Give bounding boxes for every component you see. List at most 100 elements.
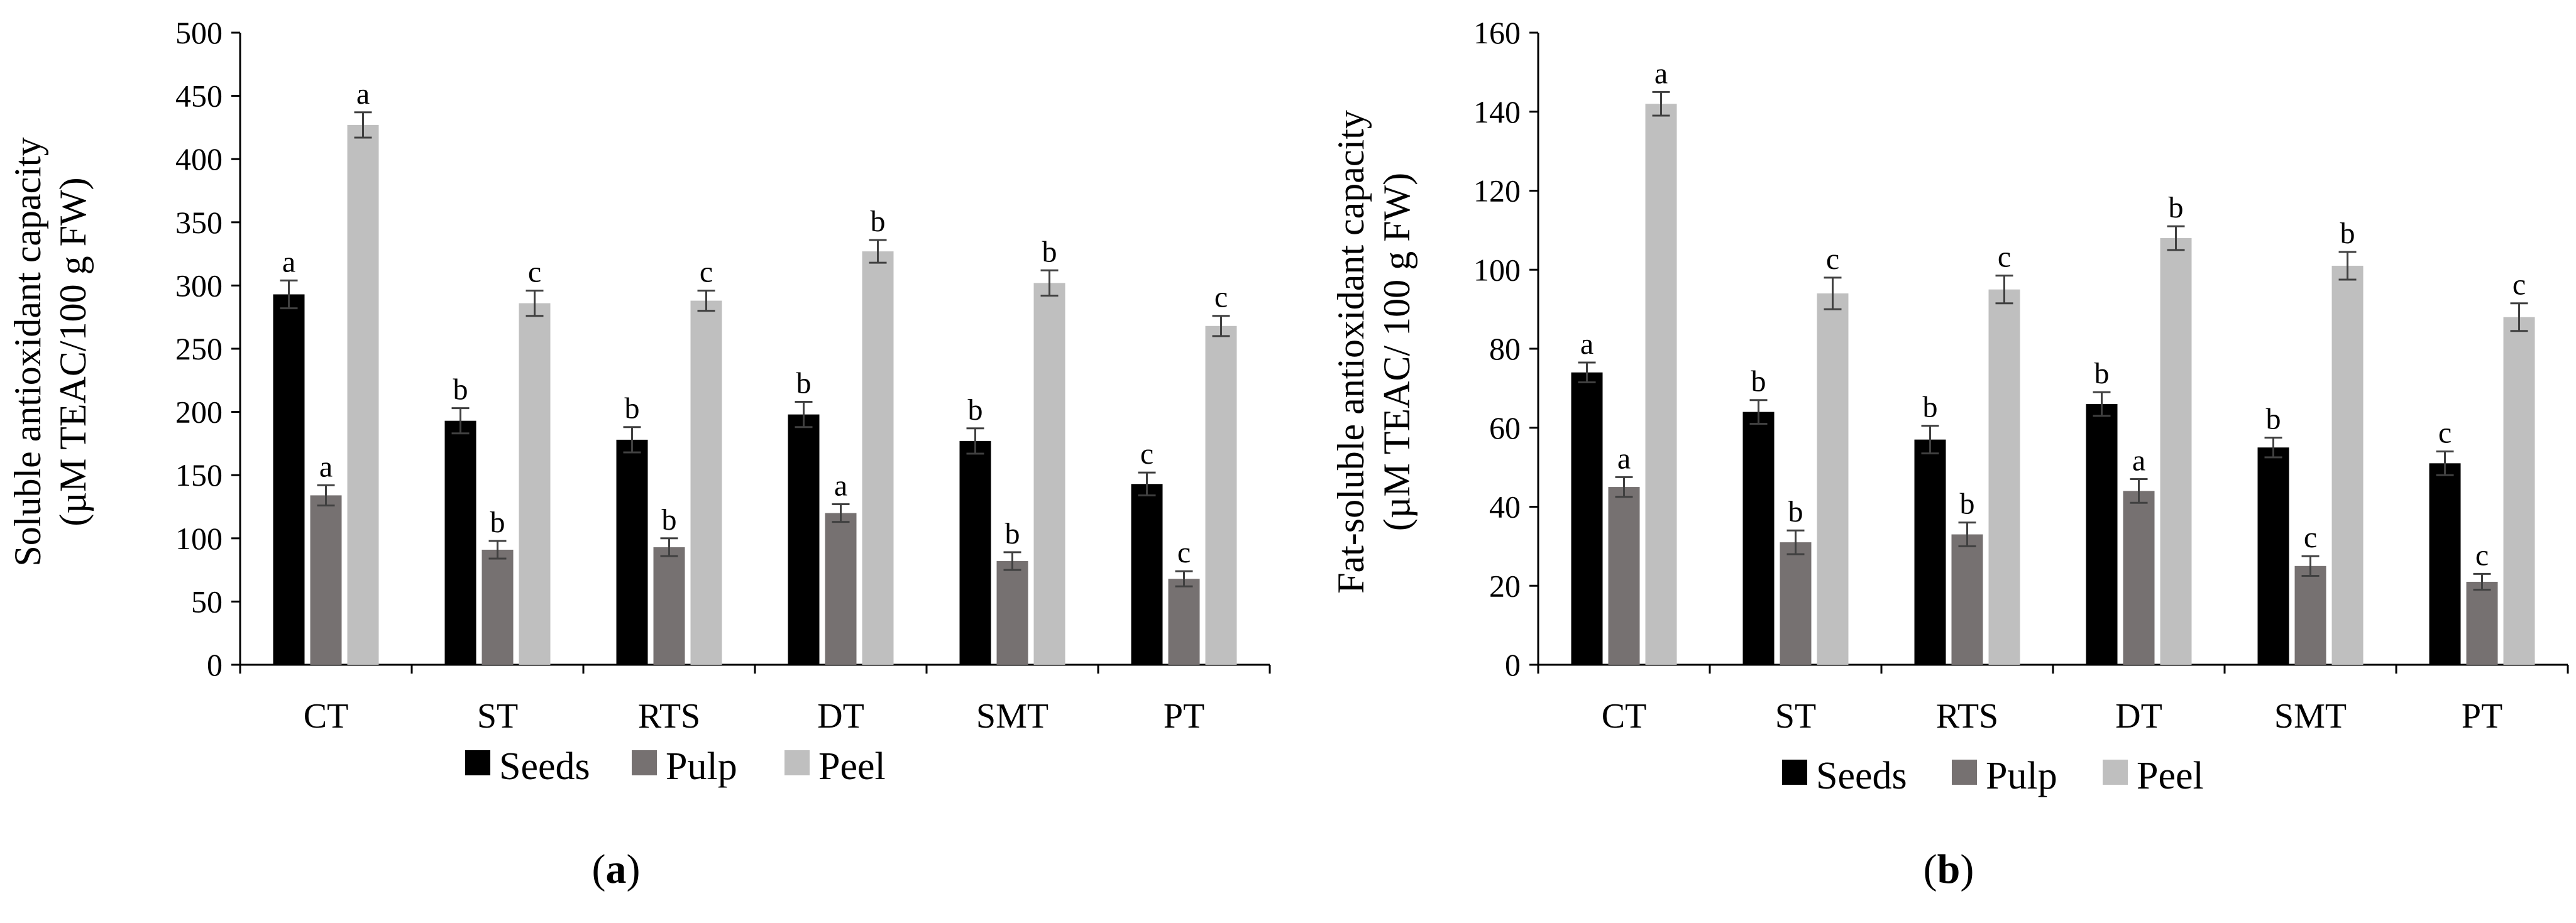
significance-label: a	[319, 450, 333, 483]
significance-label: b	[1923, 391, 1938, 424]
legend-label: Peel	[818, 745, 886, 788]
bar-seeds	[444, 420, 476, 665]
y-tick-label: 400	[175, 141, 223, 177]
bar-peel	[862, 251, 894, 665]
significance-label: b	[1751, 365, 1766, 398]
y-tick-label: 500	[175, 15, 223, 50]
y-tick-label: 450	[175, 79, 223, 114]
x-category-label: SMT	[976, 697, 1049, 736]
significance-label: b	[2169, 191, 2184, 224]
bar-peel	[1033, 283, 1065, 665]
legend-label: Peel	[2137, 755, 2204, 797]
panel-label-letter: b	[1937, 846, 1961, 892]
y-tick-label: 200	[175, 395, 223, 430]
x-category-label: PT	[2462, 697, 2502, 736]
x-category-label: ST	[477, 697, 518, 736]
significance-label: b	[453, 373, 468, 407]
legend-swatch-seeds	[465, 750, 490, 775]
significance-label: b	[968, 393, 983, 427]
bar-seeds	[1914, 439, 1946, 665]
x-category-label: RTS	[638, 697, 700, 736]
chart-panel-b: 0 20 40 60 80 100 120 140 160 Fat-soluble antioxi…	[1330, 15, 2569, 892]
x-category-label: RTS	[1936, 697, 1998, 736]
significance-label: b	[871, 205, 886, 238]
bar-seeds	[2257, 447, 2289, 665]
y-tick-label: 350	[175, 205, 223, 240]
panel-label-letter: a	[606, 846, 627, 892]
x-category-label: SMT	[2274, 697, 2347, 736]
significance-label: b	[1005, 517, 1020, 550]
panel-label-open: (	[1924, 846, 1937, 892]
y-tick-label: 100	[175, 521, 223, 556]
y-axis-label-unit: (µM TEAC/ 100 g FW)	[1376, 173, 1417, 531]
bar-pulp	[1608, 487, 1640, 665]
panel-label-close: )	[1960, 846, 1974, 892]
y-tick-label: 100	[1473, 252, 1521, 287]
significance-label: a	[834, 469, 847, 502]
y-tick-label: 50	[191, 584, 223, 619]
significance-label: b	[490, 506, 505, 539]
y-tick-label: 150	[175, 457, 223, 493]
y-tick-label: 20	[1489, 568, 1521, 603]
significance-label: c	[2513, 268, 2526, 302]
significance-label: b	[796, 367, 812, 400]
y-tick-label: 160	[1473, 15, 1521, 50]
bar-seeds	[2429, 463, 2461, 665]
significance-label: c	[2438, 416, 2452, 449]
panel-label-close: )	[627, 846, 641, 892]
significance-label: c	[1140, 437, 1153, 471]
bar-peel	[1817, 293, 1849, 665]
y-tick-label: 140	[1473, 94, 1521, 129]
bar-pulp	[2294, 565, 2326, 665]
bar-peel	[1205, 325, 1237, 665]
y-tick-label: 0	[207, 647, 223, 682]
significance-label: c	[528, 255, 541, 288]
significance-label: c	[1998, 241, 2011, 274]
significance-label: b	[1960, 488, 1975, 521]
significance-label: a	[1617, 442, 1631, 475]
legend-swatch-peel	[784, 750, 810, 775]
significance-label: c	[1826, 243, 1839, 276]
significance-label: b	[2340, 217, 2355, 250]
significance-label: c	[2304, 521, 2317, 554]
significance-label: a	[282, 245, 295, 278]
x-category-label: CT	[1602, 697, 1647, 736]
bar-seeds	[2086, 404, 2118, 665]
y-tick-label: 250	[175, 331, 223, 366]
y-tick-label: 120	[1473, 173, 1521, 209]
chart-panel-a: 0 50 100 150 200 250 300 350 400 450 500 Soluble an…	[7, 15, 1271, 892]
y-tick-label: 60	[1489, 410, 1521, 445]
significance-label: c	[700, 255, 713, 288]
significance-label: b	[662, 503, 677, 537]
significance-label: b	[1788, 495, 1803, 528]
legend-label: Seeds	[1816, 755, 1907, 797]
bar-seeds	[1571, 372, 1603, 665]
bar-seeds	[959, 440, 991, 665]
bar-seeds	[273, 294, 305, 665]
significance-label: c	[1177, 536, 1191, 569]
bar-pulp	[1168, 579, 1200, 665]
panel-label: (b)	[1924, 846, 1974, 892]
legend-swatch-seeds	[1782, 760, 1807, 785]
bar-seeds	[616, 439, 648, 665]
significance-label: b	[2094, 357, 2110, 390]
legend-label: Seeds	[499, 745, 590, 788]
x-category-label: CT	[304, 697, 349, 736]
panel-label: (a)	[592, 846, 641, 892]
bar-peel	[690, 300, 722, 665]
y-axis-label: Fat-soluble antioxidant capacity	[1330, 110, 1372, 594]
bar-pulp	[1951, 534, 1983, 665]
legend-swatch-pulp	[632, 750, 657, 775]
bar-peel	[2160, 238, 2192, 665]
x-category-label: DT	[2115, 697, 2162, 736]
legend-label: Pulp	[1986, 755, 2057, 797]
significance-label: c	[2475, 538, 2489, 572]
bar-pulp	[825, 513, 857, 665]
bar-pulp	[1780, 542, 1812, 665]
y-tick-label: 80	[1489, 331, 1521, 366]
x-category-label: PT	[1164, 697, 1204, 736]
bar-pulp	[2466, 581, 2498, 665]
bar-seeds	[1742, 412, 1775, 665]
bar-peel	[2331, 265, 2364, 665]
